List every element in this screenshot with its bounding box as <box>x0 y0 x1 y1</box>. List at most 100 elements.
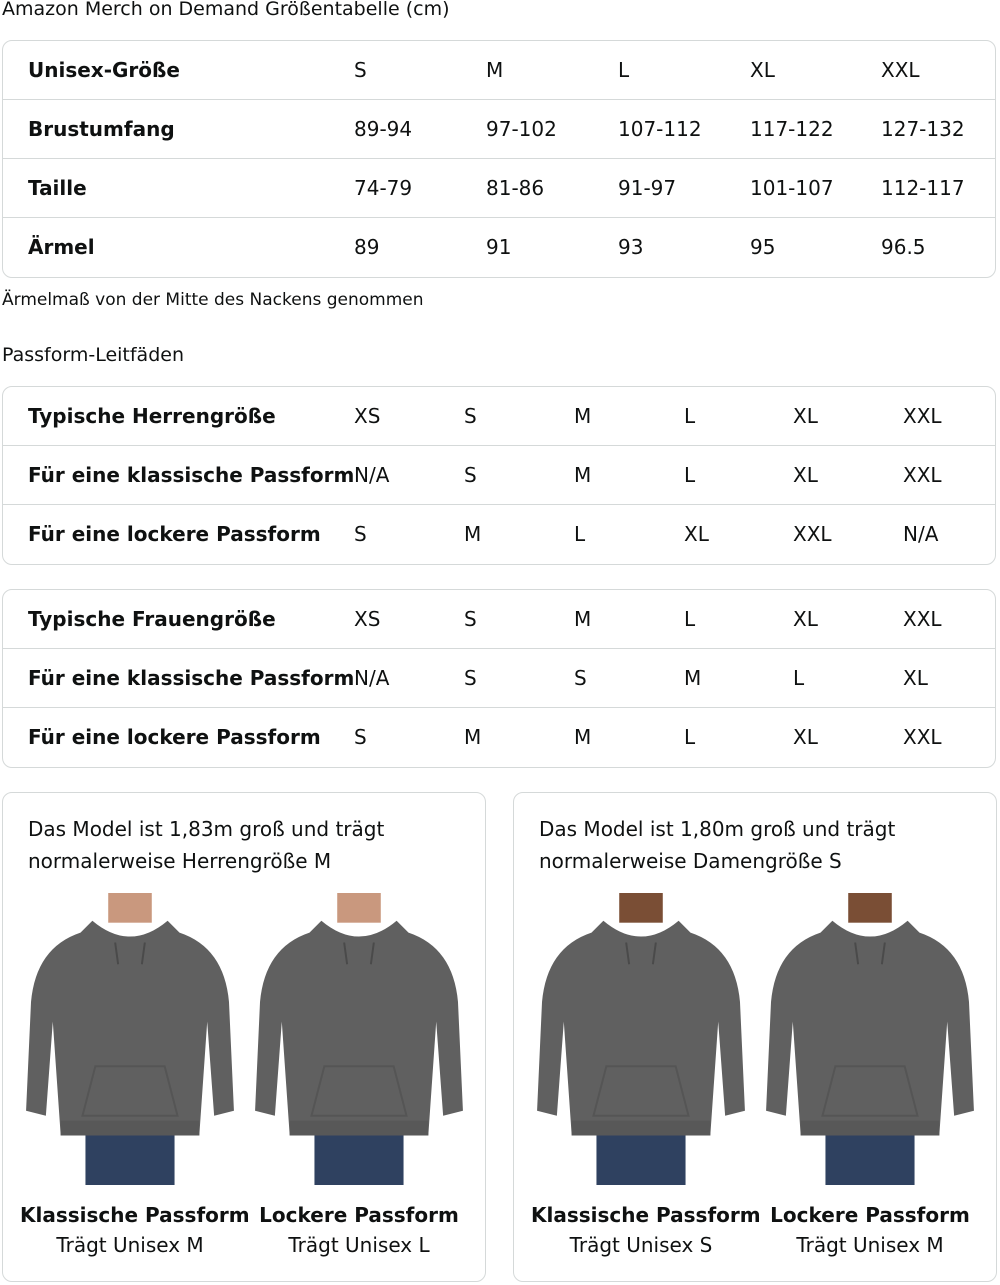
table-cell: 107-112 <box>618 117 702 141</box>
table-cell: XL <box>903 666 928 690</box>
model-card-men: Das Model ist 1,83m groß und trägt norma… <box>2 792 486 1282</box>
table-cell: XXL <box>903 725 942 749</box>
model-figure: Klassische Passform Trägt Unisex M <box>20 893 250 1257</box>
table-cell: N/A <box>354 666 390 690</box>
table-row: Für eine klassische Passform N/A S M L XL XXL <box>3 446 995 505</box>
figure-subtitle: Trägt Unisex L <box>288 1233 430 1257</box>
table-cell: 95 <box>750 235 776 259</box>
table-row: Für eine klassische Passform N/A S S M L XL <box>3 649 995 708</box>
table-cell: 96.5 <box>881 235 926 259</box>
row-label: Für eine lockere Passform <box>28 522 321 546</box>
size-chart-table: Unisex-Größe S M L XL XXL Brustumfang 89-94 97-1… <box>2 40 996 278</box>
table-cell: 127-132 <box>881 117 965 141</box>
table-cell: L <box>684 404 696 428</box>
table-cell: L <box>684 463 696 487</box>
size-chart-title: Amazon Merch on Demand Größentabelle (cm… <box>2 0 450 20</box>
row-label: Für eine klassische Passform <box>28 463 355 487</box>
table-cell: L <box>793 666 805 690</box>
table-cell: M <box>464 522 482 546</box>
row-label: Unisex-Größe <box>28 58 180 82</box>
model-caption: Das Model ist 1,80m groß und trägt norma… <box>539 817 896 873</box>
hoodie-image <box>531 893 751 1185</box>
row-label: Taille <box>28 176 87 200</box>
table-cell: S <box>464 607 477 631</box>
table-cell: S <box>574 666 587 690</box>
table-cell: N/A <box>354 463 390 487</box>
table-row: Ärmel 89 91 93 95 96.5 <box>3 218 995 277</box>
model-figure: Klassische Passform Trägt Unisex S <box>531 893 761 1257</box>
table-cell: 74-79 <box>354 176 413 200</box>
table-cell: L <box>684 725 696 749</box>
table-cell: S <box>354 522 367 546</box>
table-cell: XS <box>354 404 381 428</box>
table-cell: M <box>574 404 592 428</box>
table-cell: M <box>464 725 482 749</box>
table-cell: L <box>684 607 696 631</box>
table-cell: S <box>464 404 477 428</box>
table-cell: XL <box>750 58 775 82</box>
table-cell: 89 <box>354 235 380 259</box>
women-fit-table: Typische Frauengröße XS S M L XL XXL Für eine k… <box>2 589 996 768</box>
table-cell: 93 <box>618 235 644 259</box>
men-fit-table: Typische Herrengröße XS S M L XL XXL Für eine k… <box>2 386 996 565</box>
figure-subtitle: Trägt Unisex M <box>56 1233 204 1257</box>
model-caption: Das Model ist 1,83m groß und trägt norma… <box>28 817 385 873</box>
table-cell: S <box>354 725 367 749</box>
table-cell: S <box>464 463 477 487</box>
row-label: Für eine klassische Passform <box>28 666 355 690</box>
table-cell: XXL <box>881 58 920 82</box>
table-cell: XL <box>793 463 818 487</box>
figure-title: Klassische Passform <box>531 1203 761 1227</box>
table-cell: XL <box>793 725 818 749</box>
hoodie-image <box>760 893 980 1185</box>
row-label: Für eine lockere Passform <box>28 725 321 749</box>
table-cell: N/A <box>903 522 939 546</box>
model-figure: Lockere Passform Trägt Unisex M <box>760 893 980 1257</box>
fit-guides-title: Passform-Leitfäden <box>2 344 184 366</box>
table-row: Für eine lockere Passform S M M L XL XXL <box>3 708 995 767</box>
row-label: Typische Frauengröße <box>28 607 276 631</box>
row-label: Typische Herrengröße <box>28 404 276 428</box>
table-cell: 101-107 <box>750 176 834 200</box>
table-cell: M <box>574 463 592 487</box>
table-row: Taille 74-79 81-86 91-97 101-107 112-117 <box>3 159 995 218</box>
figure-title: Lockere Passform <box>770 1203 970 1227</box>
figure-title: Klassische Passform <box>20 1203 250 1227</box>
table-cell: 91 <box>486 235 512 259</box>
table-cell: S <box>354 58 367 82</box>
hoodie-image <box>249 893 469 1185</box>
table-cell: XXL <box>903 607 942 631</box>
table-cell: M <box>486 58 504 82</box>
table-row: Für eine lockere Passform S M L XL XXL N/A <box>3 505 995 564</box>
table-cell: M <box>574 725 592 749</box>
table-cell: XXL <box>903 404 942 428</box>
table-cell: 91-97 <box>618 176 677 200</box>
table-cell: XXL <box>903 463 942 487</box>
table-cell: 81-86 <box>486 176 545 200</box>
table-row: Brustumfang 89-94 97-102 107-112 117-122 127-… <box>3 100 995 159</box>
row-label: Brustumfang <box>28 117 175 141</box>
table-cell: 97-102 <box>486 117 557 141</box>
figure-subtitle: Trägt Unisex S <box>569 1233 713 1257</box>
table-cell: M <box>574 607 592 631</box>
table-cell: XL <box>684 522 709 546</box>
table-cell: XS <box>354 607 381 631</box>
table-cell: XL <box>793 607 818 631</box>
table-row: Typische Herrengröße XS S M L XL XXL <box>3 387 995 446</box>
model-figure: Lockere Passform Trägt Unisex L <box>249 893 469 1257</box>
table-cell: 117-122 <box>750 117 834 141</box>
figure-subtitle: Trägt Unisex M <box>796 1233 944 1257</box>
table-cell: 89-94 <box>354 117 413 141</box>
table-cell: L <box>618 58 630 82</box>
model-card-women: Das Model ist 1,80m groß und trägt norma… <box>513 792 997 1282</box>
table-cell: XL <box>793 404 818 428</box>
table-cell: S <box>464 666 477 690</box>
table-cell: 112-117 <box>881 176 965 200</box>
table-row: Typische Frauengröße XS S M L XL XXL <box>3 590 995 649</box>
table-cell: M <box>684 666 702 690</box>
hoodie-image <box>20 893 240 1185</box>
table-cell: XXL <box>793 522 832 546</box>
sleeve-note: Ärmelmaß von der Mitte des Nackens genom… <box>2 290 424 310</box>
table-row: Unisex-Größe S M L XL XXL <box>3 41 995 100</box>
table-cell: L <box>574 522 586 546</box>
